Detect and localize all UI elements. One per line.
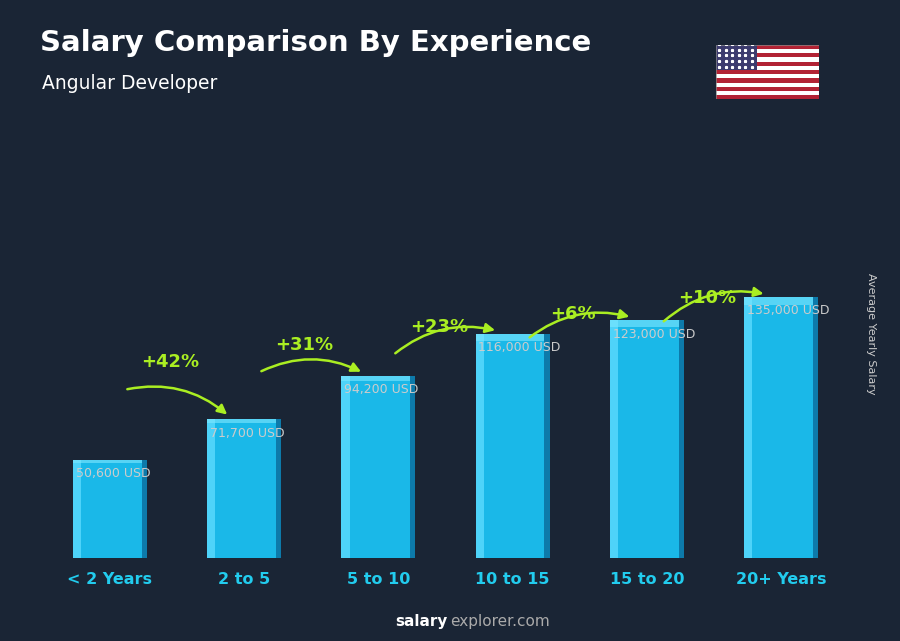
- Bar: [716, 66, 819, 70]
- Bar: [410, 376, 415, 558]
- Bar: [73, 460, 81, 558]
- Text: +6%: +6%: [550, 305, 596, 323]
- Text: 116,000 USD: 116,000 USD: [479, 341, 561, 354]
- Text: Salary Comparison By Experience: Salary Comparison By Experience: [40, 29, 592, 57]
- Bar: [141, 460, 147, 558]
- Bar: [716, 91, 819, 95]
- Text: +23%: +23%: [410, 318, 468, 337]
- Bar: [73, 460, 141, 558]
- Bar: [610, 320, 679, 558]
- Bar: [207, 419, 276, 558]
- Bar: [716, 78, 819, 83]
- Bar: [544, 334, 550, 558]
- Text: Angular Developer: Angular Developer: [42, 74, 218, 93]
- Bar: [679, 320, 684, 558]
- Bar: [716, 45, 757, 70]
- Bar: [476, 334, 544, 340]
- Bar: [207, 419, 276, 424]
- Bar: [610, 320, 618, 558]
- Bar: [744, 297, 813, 305]
- Text: 94,200 USD: 94,200 USD: [344, 383, 418, 396]
- Text: Average Yearly Salary: Average Yearly Salary: [866, 272, 877, 394]
- Bar: [341, 376, 410, 558]
- Bar: [716, 95, 819, 99]
- Text: 123,000 USD: 123,000 USD: [613, 328, 695, 340]
- Text: +31%: +31%: [275, 336, 334, 354]
- Bar: [207, 419, 215, 558]
- Bar: [813, 297, 818, 558]
- Bar: [716, 83, 819, 87]
- Bar: [716, 70, 819, 74]
- Bar: [73, 460, 141, 463]
- Bar: [716, 53, 819, 58]
- Text: 135,000 USD: 135,000 USD: [747, 304, 830, 317]
- Bar: [744, 297, 813, 558]
- Text: salary: salary: [395, 615, 447, 629]
- Text: +10%: +10%: [679, 289, 736, 307]
- Text: 50,600 USD: 50,600 USD: [76, 467, 150, 480]
- Bar: [476, 334, 544, 558]
- Bar: [341, 376, 350, 558]
- Text: +42%: +42%: [141, 353, 199, 371]
- Bar: [716, 62, 819, 66]
- Bar: [716, 87, 819, 91]
- Bar: [716, 49, 819, 53]
- Bar: [276, 419, 281, 558]
- Bar: [341, 376, 410, 381]
- Bar: [716, 45, 819, 49]
- Bar: [610, 320, 679, 328]
- Text: 71,700 USD: 71,700 USD: [210, 426, 284, 440]
- Bar: [744, 297, 752, 558]
- Bar: [716, 74, 819, 78]
- Bar: [476, 334, 484, 558]
- Text: explorer.com: explorer.com: [450, 615, 550, 629]
- Bar: [716, 58, 819, 62]
